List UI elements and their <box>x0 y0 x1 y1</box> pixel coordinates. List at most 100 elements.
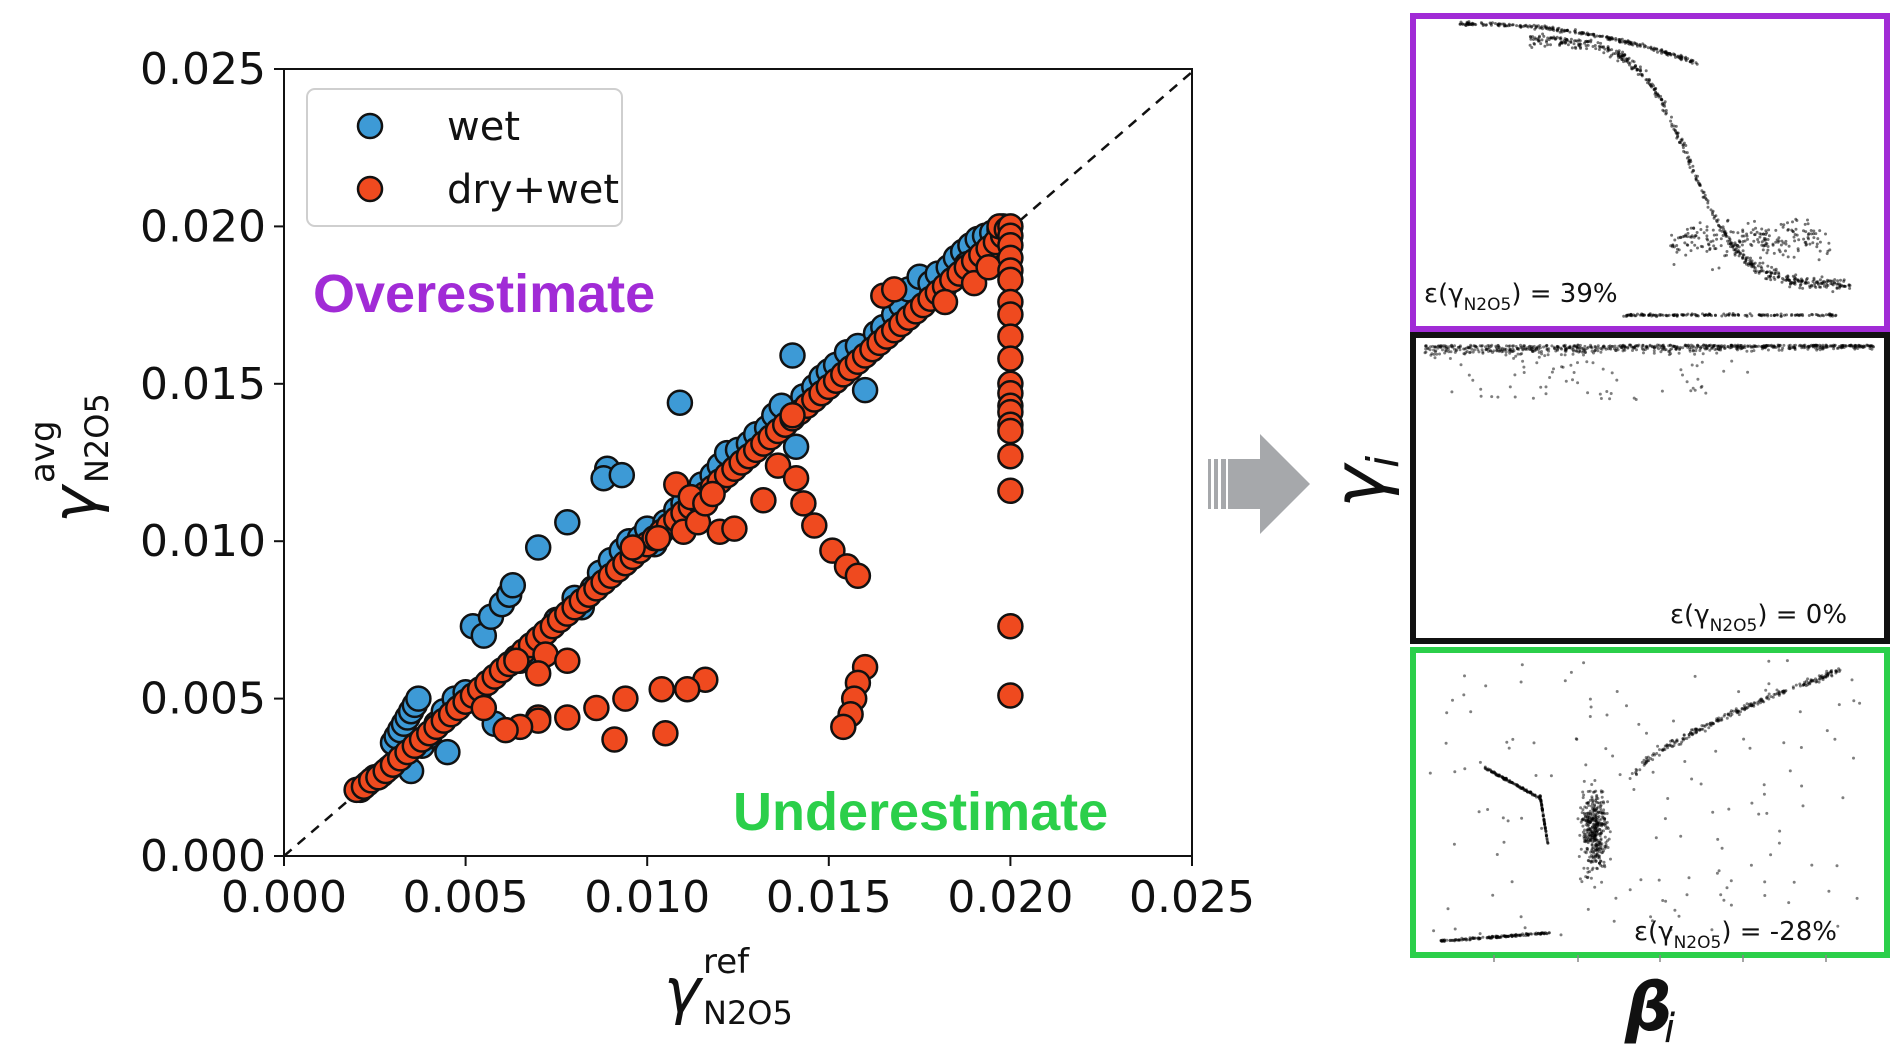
panel-dot <box>1839 278 1842 282</box>
panel-dot <box>1652 349 1656 353</box>
panel-dot <box>1719 244 1723 248</box>
panel-dot <box>1429 353 1433 357</box>
panel-dot <box>1786 255 1790 259</box>
panel-dot <box>1808 242 1812 246</box>
panel-dot <box>1583 813 1587 817</box>
panel-dot <box>1758 235 1762 239</box>
panel-dot <box>1815 242 1819 246</box>
panel-dot <box>1586 839 1590 843</box>
panel-dot <box>1590 349 1594 353</box>
panel-dot <box>1729 903 1733 907</box>
panel-dot <box>1670 347 1674 351</box>
panel-dot <box>1703 729 1707 733</box>
panel-dot <box>1688 166 1692 169</box>
dry-wet-point-146 <box>673 675 701 703</box>
panel-dot <box>1692 235 1696 239</box>
panel-dot <box>1701 191 1705 195</box>
panel-dot <box>1677 914 1681 918</box>
panel-underestimate-eps: ε(γN2O5) = -28% <box>1634 917 1837 953</box>
panel-dot <box>1649 84 1653 88</box>
panel-dot <box>1447 350 1451 354</box>
panel-dot <box>1765 811 1769 815</box>
panel-dot <box>1651 313 1655 317</box>
panel-dot <box>1586 828 1590 832</box>
panel-dot <box>1511 347 1515 351</box>
panel-dot <box>1736 709 1740 713</box>
dry-wet-point-136 <box>801 512 828 539</box>
panel-dot <box>1655 92 1659 96</box>
panel-dot <box>1701 352 1705 356</box>
panel-dot <box>1512 356 1516 360</box>
panel-dot <box>1469 710 1473 714</box>
panel-dot <box>1791 274 1795 278</box>
panel-dot <box>1539 385 1543 389</box>
panel-dot <box>1644 69 1648 73</box>
panel-dot <box>1578 39 1582 43</box>
panel-dot <box>1576 817 1580 821</box>
y-tick-label-3: 0.015 <box>140 359 266 410</box>
panel-dot <box>1478 344 1482 348</box>
panel-dot <box>1450 390 1454 394</box>
panel-dot <box>1748 746 1752 750</box>
panel-dot <box>1766 313 1769 316</box>
panel-dot <box>1664 899 1668 903</box>
panel-dot <box>1688 60 1692 64</box>
panel-dot <box>1541 813 1545 817</box>
panel-dot <box>1772 345 1776 348</box>
panel-dot <box>1519 915 1523 919</box>
panel-dot <box>1588 697 1592 701</box>
panel-dot <box>1716 718 1720 722</box>
dry-wet-point-121 <box>997 301 1024 328</box>
dry-wet-point-101 <box>699 480 726 508</box>
panel-dot <box>1758 698 1762 702</box>
panel-dot <box>1576 381 1580 385</box>
panel-dot <box>1638 313 1642 317</box>
panel-dot <box>1559 933 1563 937</box>
panel-dot <box>1540 826 1544 830</box>
panel-dot <box>1594 799 1598 802</box>
panel-dot <box>1586 870 1590 874</box>
panel-dot <box>1767 228 1771 232</box>
panel-dot <box>1774 228 1778 232</box>
panel-dot <box>1632 396 1636 400</box>
panel-dot <box>1708 721 1712 725</box>
panel-dot <box>1584 832 1588 836</box>
panel-dot <box>1755 230 1759 234</box>
panel-dot <box>1595 34 1599 38</box>
panel-dot <box>1827 241 1831 245</box>
panel-dot <box>1800 784 1804 788</box>
panel-dot <box>1770 265 1774 269</box>
panel-dot <box>1610 371 1614 375</box>
panel-dot <box>1503 934 1506 938</box>
panel-dot <box>1587 804 1591 807</box>
panel-dot <box>1544 832 1548 836</box>
dry-wet-point-150 <box>583 694 610 722</box>
panel-dot <box>1472 344 1476 348</box>
panel-dot <box>1552 35 1556 39</box>
panel-dot <box>1540 352 1544 356</box>
panel-dot <box>1749 345 1753 349</box>
panel-dot <box>1750 801 1754 805</box>
panel-dot <box>1766 248 1770 252</box>
panel-dot <box>1487 936 1491 940</box>
panel-dot <box>1759 269 1763 273</box>
panel-dot <box>1824 674 1828 678</box>
panel-dot <box>1632 66 1636 70</box>
panel-dot <box>1690 363 1694 367</box>
panel-dot <box>1593 808 1597 812</box>
panel-dot <box>1691 386 1695 390</box>
panel-dot <box>1584 763 1588 767</box>
panel-dot <box>1635 68 1639 72</box>
y-axis-label: γ avg N2O5 <box>23 393 116 523</box>
panel-dot <box>1666 797 1670 800</box>
panel-dot <box>1722 369 1726 373</box>
panel-dot <box>1549 774 1553 778</box>
panel-dot <box>1488 768 1492 772</box>
panel-dot <box>1786 274 1790 278</box>
panel-dot <box>1661 108 1665 112</box>
legend-label-wet: wet <box>447 104 520 150</box>
panel-dot <box>1533 42 1536 46</box>
panel-dot <box>1707 243 1711 247</box>
panel-dot <box>1835 669 1839 673</box>
panel-dot <box>1720 846 1724 850</box>
